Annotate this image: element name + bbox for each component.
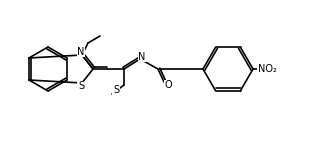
Text: O: O xyxy=(164,80,172,90)
Text: S: S xyxy=(78,81,84,91)
Text: N: N xyxy=(138,52,146,62)
Text: S: S xyxy=(113,85,119,95)
Text: N: N xyxy=(77,47,85,57)
Text: NO₂: NO₂ xyxy=(257,64,276,74)
